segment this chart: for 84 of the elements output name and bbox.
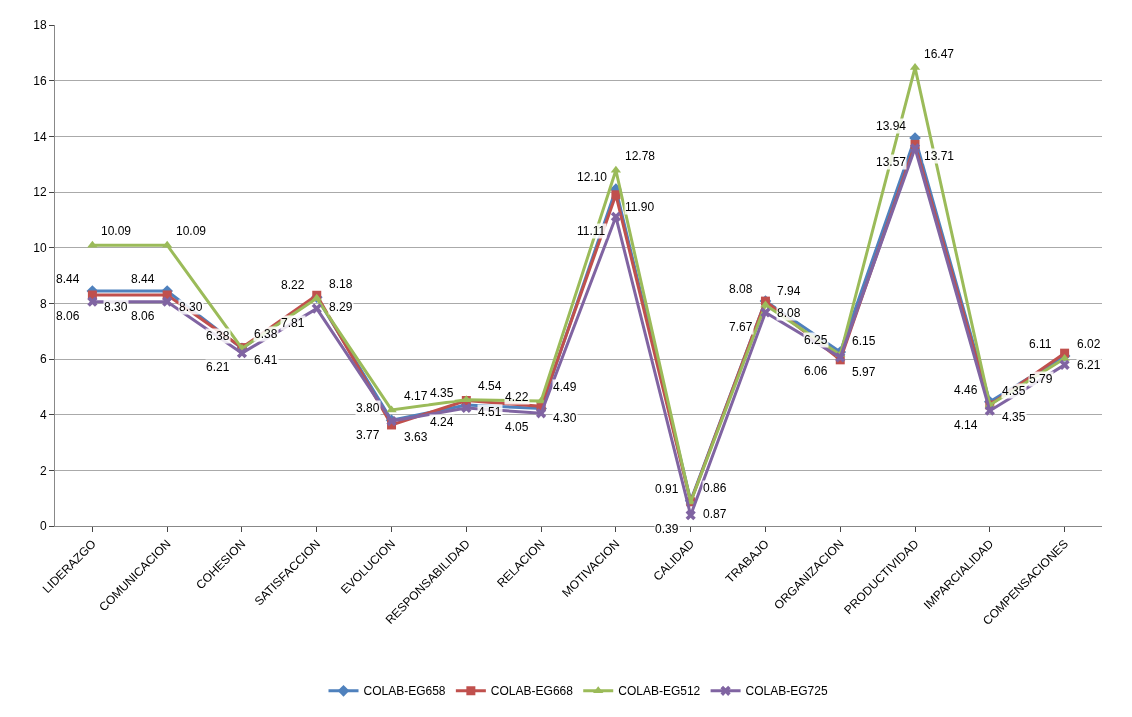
data-label: 6.25: [804, 333, 828, 347]
data-label: 6.11: [1029, 337, 1052, 351]
data-label: 10.09: [101, 224, 132, 238]
data-label: 8.30: [104, 300, 128, 314]
data-label: 6.15: [852, 334, 876, 348]
data-label: 8.44: [131, 272, 155, 286]
data-label: 11.11: [577, 224, 606, 238]
data-label: 4.17: [404, 389, 428, 403]
data-label: 11.90: [625, 200, 655, 214]
point: [1059, 359, 1070, 370]
data-label: 4.24: [430, 415, 454, 429]
point: [984, 405, 995, 416]
point: [611, 190, 621, 200]
data-label: 4.35: [1002, 384, 1026, 398]
data-label: 4.22: [505, 390, 529, 404]
data-label: 8.08: [777, 306, 801, 320]
point: [87, 296, 98, 307]
data-label: 4.14: [954, 418, 978, 432]
data-label: 4.35: [1002, 410, 1026, 424]
data-label: 5.79: [1029, 372, 1053, 386]
data-label: 4.30: [553, 411, 577, 425]
data-label: 8.08: [729, 282, 753, 296]
point: [162, 296, 173, 307]
data-label: 6.06: [804, 364, 828, 378]
data-label: 4.49: [553, 380, 577, 394]
data-label: 12.78: [625, 149, 656, 163]
data-label: 4.35: [430, 386, 454, 400]
point: [386, 405, 397, 413]
data-label: 7.67: [729, 320, 753, 334]
data-label: 13.57: [876, 155, 907, 169]
legend-label: COLAB-EG658: [363, 684, 446, 699]
y-tick-label: 12: [33, 185, 47, 200]
data-label: 16.47: [924, 47, 955, 61]
data-label: 4.54: [478, 379, 502, 393]
data-label: 4.05: [505, 420, 529, 434]
data-label: 0.39: [655, 522, 679, 536]
point: [760, 307, 771, 318]
point: [610, 211, 621, 222]
data-label: 8.30: [179, 300, 203, 314]
legend-label: COLAB-EG725: [745, 684, 828, 699]
data-label: 7.94: [777, 284, 801, 298]
y-tick-label: 6: [39, 352, 47, 367]
data-label: 8.06: [56, 309, 80, 323]
data-label: 13.71: [924, 149, 955, 163]
y-tick-label: 2: [39, 463, 47, 478]
point: [685, 510, 696, 521]
data-label: 13.94: [876, 119, 907, 133]
data-label: 3.77: [356, 428, 380, 442]
data-label: 0.86: [703, 481, 727, 495]
data-label: 10.09: [176, 224, 207, 238]
data-label: 6.21: [1077, 358, 1101, 372]
data-label: 8.06: [131, 309, 155, 323]
data-label: 8.22: [281, 278, 305, 292]
data-label: 6.21: [206, 360, 230, 374]
y-tick-label: 18: [33, 18, 47, 33]
y-tick-label: 0: [39, 519, 47, 534]
data-label: 6.41: [254, 353, 278, 367]
data-label: 5.97: [852, 365, 876, 379]
y-tick-label: 4: [39, 407, 47, 422]
point: [909, 143, 921, 154]
y-tick-label: 16: [33, 73, 47, 88]
data-label: 6.38: [206, 329, 230, 343]
point: [760, 300, 771, 308]
data-label: 0.87: [703, 507, 727, 521]
y-tick-label: 8: [39, 296, 47, 311]
point: [236, 348, 248, 359]
legend-label: COLAB-EG512: [618, 684, 701, 699]
data-label: 3.80: [356, 401, 380, 415]
y-tick-label: 14: [33, 129, 47, 144]
data-label: 6.02: [1077, 337, 1101, 351]
data-label: 4.46: [954, 383, 978, 397]
data-label: 8.18: [329, 277, 353, 291]
point: [311, 303, 322, 314]
data-label: 7.81: [281, 316, 305, 330]
data-label: 8.29: [329, 300, 353, 314]
data-label: 3.63: [404, 430, 428, 444]
point: [536, 408, 547, 419]
data-label: 12.10: [577, 170, 608, 184]
legend-label: COLAB-EG668: [490, 684, 574, 699]
y-tick-label: 10: [33, 240, 47, 255]
data-label: 6.38: [254, 327, 278, 341]
data-label: 4.51: [478, 405, 502, 419]
data-label: 0.91: [655, 482, 679, 496]
data-label: 8.44: [56, 272, 80, 286]
